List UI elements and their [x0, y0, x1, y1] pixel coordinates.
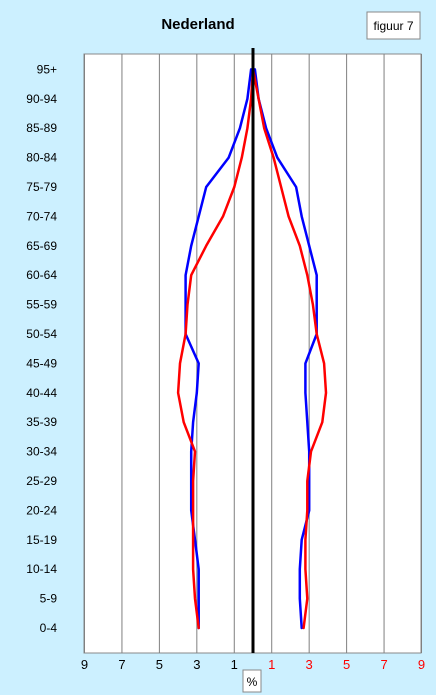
y-tick-label: 80-84	[26, 151, 57, 165]
chart-title: Nederland	[161, 16, 234, 33]
y-tick-labels: 0-4 5-9 10-14 15-19 20-24 25-29 30-34 35-39 40-4…	[26, 62, 57, 635]
y-tick-label: 15-19	[26, 533, 57, 547]
y-tick-label: 90-94	[26, 92, 57, 106]
x-tick-label-left: 9	[81, 657, 88, 672]
y-tick-label: 50-54	[26, 327, 57, 341]
series-layer	[176, 68, 328, 630]
y-tick-label: 10-14	[26, 562, 57, 576]
y-tick-label: 85-89	[26, 121, 57, 135]
series-line-0-right	[253, 68, 318, 630]
x-axis-title-box	[242, 669, 262, 693]
x-tick-label-left: 3	[193, 657, 200, 672]
y-tick-label: 40-44	[26, 386, 57, 400]
y-tick-label: 95+	[37, 62, 57, 76]
y-tick-label: 0-4	[40, 621, 58, 635]
y-tick-label: 60-64	[26, 268, 57, 282]
y-tick-label: 30-34	[26, 445, 57, 459]
y-tick-label: 75-79	[26, 180, 57, 194]
figure-label-box	[366, 11, 421, 40]
y-tick-label: 35-39	[26, 415, 57, 429]
y-tick-label: 70-74	[26, 209, 57, 223]
y-tick-label: 20-24	[26, 503, 57, 517]
y-tick-label: 5-9	[40, 592, 58, 606]
x-tick-label-left: 5	[156, 657, 163, 672]
x-tick-label-right: 9	[418, 657, 425, 672]
y-tick-label: 55-59	[26, 298, 57, 312]
y-tick-label: 65-69	[26, 239, 57, 253]
figure-label: figuur 7	[373, 19, 413, 33]
x-tick-label-right: 3	[306, 657, 313, 672]
x-tick-label-right: 1	[268, 657, 275, 672]
series-line-1-left	[176, 68, 255, 630]
x-axis-title: %	[247, 675, 258, 689]
y-tick-label: 45-49	[26, 356, 57, 370]
x-tick-label-right: 7	[380, 657, 387, 672]
x-tick-label-left: 1	[231, 657, 238, 672]
series-line-1-right	[251, 68, 328, 630]
x-tick-label-right: 5	[343, 657, 350, 672]
x-tick-label-left: 7	[118, 657, 125, 672]
series-line-0-left	[184, 68, 253, 630]
x-tick-labels: 9 7 5 3 1 1 3 5 7 9	[81, 657, 425, 672]
y-tick-label: 25-29	[26, 474, 57, 488]
